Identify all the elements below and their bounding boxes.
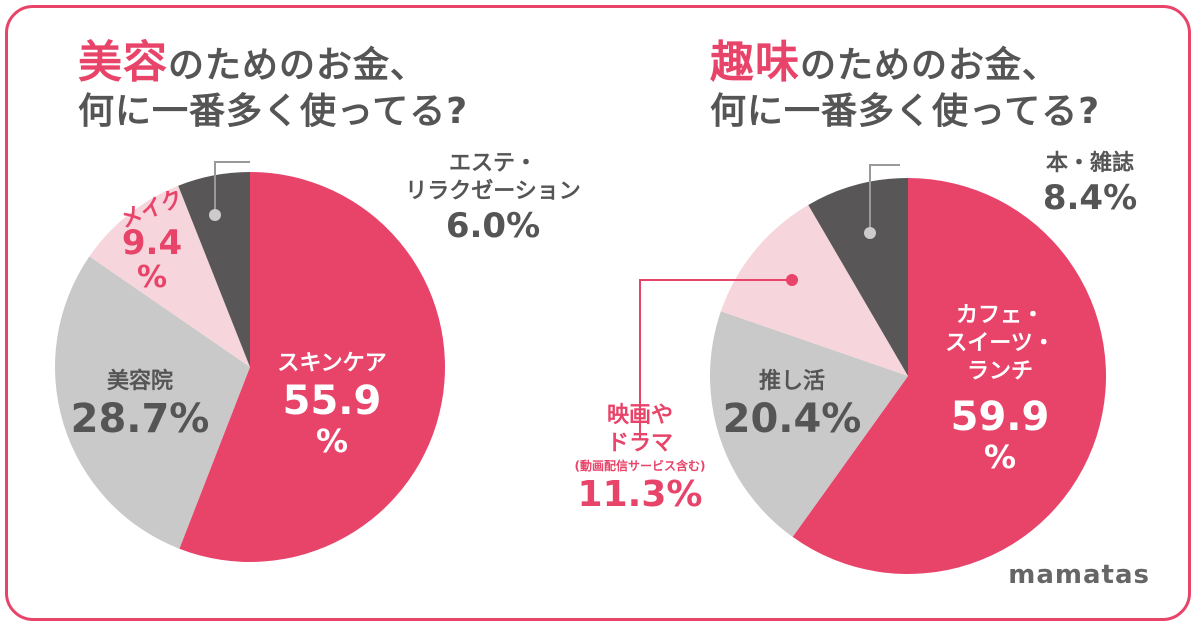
- hobby-slice-2: [720, 204, 908, 376]
- label-movies: 映画や ドラマ (動画配信サービス含む) 11.3%: [574, 403, 706, 515]
- chart2-title-line2: 何に一番多く使ってる?: [710, 91, 1101, 132]
- chart2-title-line1: のためのお金、: [800, 45, 1060, 86]
- brand-logo: mamatas: [1008, 560, 1150, 590]
- leader-dot-books: [864, 227, 876, 239]
- label-esthe: エステ・ リラクゼーション 6.0%: [405, 151, 581, 246]
- beauty-slice-2: [89, 185, 251, 367]
- pie-chart-hobby: [710, 178, 1107, 574]
- pie-chart-beauty: [55, 172, 445, 562]
- hobby-slice-1: [710, 311, 908, 537]
- label-books: 本・雑誌 8.4%: [1042, 151, 1138, 218]
- label-salon: 美容院 28.7%: [70, 369, 210, 442]
- label-cafe: カフェ・ スイーツ・ ランチ 59.9 %: [945, 303, 1055, 476]
- hobby-slice-0: [792, 178, 1107, 574]
- leader-line-books: [869, 164, 900, 233]
- chart2-title-highlight: 趣味: [710, 37, 800, 88]
- label-makeup: メイク 9.4 %: [116, 185, 187, 295]
- beauty-slice-1: [55, 256, 251, 549]
- beauty-slice-3: [178, 172, 250, 367]
- leader-lines: [209, 161, 900, 440]
- chart1-title-line1: のためのお金、: [168, 45, 428, 86]
- leader-line-movies: [639, 279, 792, 440]
- card-frame: [5, 5, 1191, 621]
- label-oshikatsu: 推し活 20.4%: [722, 369, 862, 442]
- leader-line-esthe: [214, 161, 250, 215]
- leader-dot-movies: [786, 274, 798, 286]
- label-skincare: スキンケア 55.9 %: [277, 351, 387, 460]
- chart2-title: 趣味のためのお金、 何に一番多く使ってる?: [710, 40, 1100, 135]
- hobby-slice-3: [808, 178, 908, 376]
- leader-dot-esthe: [209, 209, 221, 221]
- beauty-slice-0: [179, 172, 445, 562]
- chart1-title-line2: 何に一番多く使ってる?: [78, 91, 469, 132]
- chart1-title: 美容のためのお金、 何に一番多く使ってる?: [78, 40, 468, 135]
- chart1-title-highlight: 美容: [78, 37, 168, 88]
